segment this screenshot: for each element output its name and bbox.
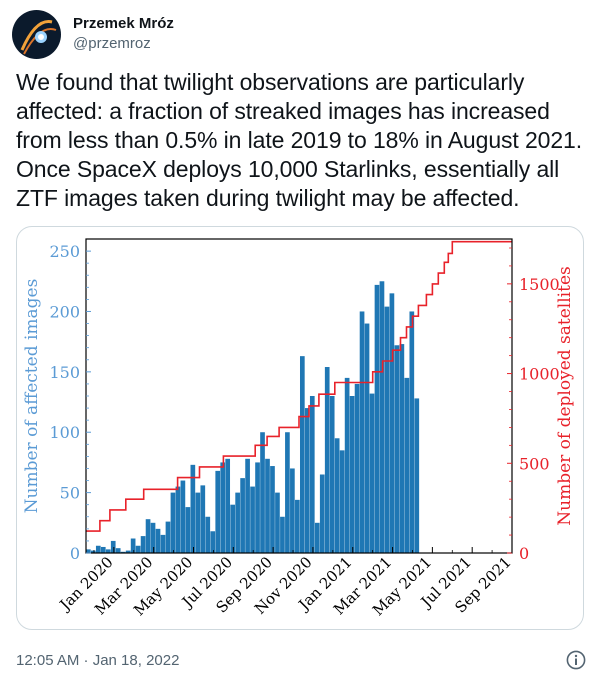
left-tick-label: 200 xyxy=(49,302,80,321)
right-axis-label: Number of deployed satellites xyxy=(555,266,575,525)
right-tick-label: 500 xyxy=(519,454,550,473)
left-axis-label: Number of affected images xyxy=(22,279,42,514)
tweet-media-chart[interactable]: 0 50 100 150 200 250 0 500 1000 1500 Jan 2020 Mar 2… xyxy=(16,226,584,630)
left-tick-label: 250 xyxy=(49,242,80,261)
display-name[interactable]: Przemek Mróz xyxy=(73,15,174,32)
chart-bar xyxy=(155,528,161,553)
chart-bar xyxy=(314,522,320,553)
chart-bar xyxy=(280,516,285,553)
chart-bar xyxy=(304,408,310,553)
chart-bar xyxy=(95,545,101,553)
chart-bar xyxy=(290,468,295,553)
right-tick-label: 0 xyxy=(519,544,529,563)
chart-bar xyxy=(354,383,360,553)
chart-bar xyxy=(165,521,171,553)
chart-bar xyxy=(160,534,166,553)
chart-bar xyxy=(299,356,305,553)
chart-bar xyxy=(125,550,131,553)
chart-bar xyxy=(240,478,245,553)
chart-bar xyxy=(150,522,156,553)
chart-bar xyxy=(329,396,335,553)
chart-bar xyxy=(90,550,96,553)
chart-bar xyxy=(175,486,181,553)
user-names: Przemek Mróz @przemroz xyxy=(73,14,174,54)
chart-bar xyxy=(409,311,415,553)
user-handle[interactable]: @przemroz xyxy=(73,35,151,52)
chart-bar xyxy=(105,549,111,553)
chart-bar xyxy=(120,551,126,553)
chart-bar xyxy=(210,531,216,553)
chart-bar xyxy=(285,432,290,553)
chart-bar xyxy=(215,470,221,553)
chart-bar xyxy=(364,323,370,553)
left-tick-label: 0 xyxy=(70,544,80,563)
chart-bar xyxy=(235,492,240,553)
chart-bar xyxy=(170,492,176,553)
chart-bar xyxy=(309,396,315,553)
chart-bar xyxy=(115,548,121,553)
chart-bar xyxy=(145,519,151,553)
satellites-line xyxy=(86,240,512,532)
chart-bar xyxy=(295,499,300,553)
chart-bar xyxy=(414,398,420,553)
chart-bar xyxy=(250,486,255,553)
chart-bar xyxy=(86,549,91,553)
chart-bar xyxy=(374,284,380,553)
chart-bar xyxy=(245,458,250,553)
chart-bar xyxy=(369,393,375,553)
chart-bar xyxy=(180,480,186,553)
right-tick-label: 1000 xyxy=(519,365,560,384)
left-tick-label: 100 xyxy=(49,423,80,442)
right-tick-label: 1500 xyxy=(519,275,560,294)
chart-bar xyxy=(130,538,136,553)
chart-bar xyxy=(394,345,400,553)
chart-bar xyxy=(195,492,201,553)
left-tick-label: 150 xyxy=(49,363,80,382)
chart-bar xyxy=(100,546,106,553)
info-icon[interactable] xyxy=(566,650,586,670)
chart-bar xyxy=(389,293,395,553)
chart-bar xyxy=(334,438,340,553)
chart-bar xyxy=(275,492,280,553)
chart-bar xyxy=(185,507,191,553)
tweet-timestamp[interactable]: 12:05 AM · Jan 18, 2022 xyxy=(16,652,180,669)
tweet-header: Przemek Mróz @przemroz xyxy=(12,6,174,62)
chart-bar xyxy=(110,540,116,553)
chart-bar xyxy=(349,396,355,553)
chart-bar xyxy=(384,306,390,553)
chart-bar xyxy=(140,536,146,553)
chart-bar xyxy=(255,462,260,553)
chart-bar xyxy=(135,545,141,553)
chart-bar xyxy=(270,466,275,553)
chart-bar xyxy=(200,485,206,553)
chart-bar xyxy=(205,516,211,553)
tweet-text: We found that twilight observations are … xyxy=(16,69,583,211)
chart-bar xyxy=(220,462,226,553)
chart-bar xyxy=(379,281,385,553)
avatar[interactable] xyxy=(12,9,61,59)
avatar-image xyxy=(12,9,61,59)
left-tick-label: 50 xyxy=(60,484,80,503)
chart-bar xyxy=(265,458,270,553)
chart-bar xyxy=(230,504,235,553)
chart-bar xyxy=(359,311,365,553)
chart-bar xyxy=(190,464,196,553)
chart-bar xyxy=(339,450,345,553)
chart-bar xyxy=(344,377,350,553)
chart-bar xyxy=(324,367,330,553)
chart-bar xyxy=(399,344,405,553)
chart-bar xyxy=(404,377,410,553)
chart-bar xyxy=(260,432,265,553)
chart-bar xyxy=(319,474,325,553)
chart-bar xyxy=(225,458,231,553)
